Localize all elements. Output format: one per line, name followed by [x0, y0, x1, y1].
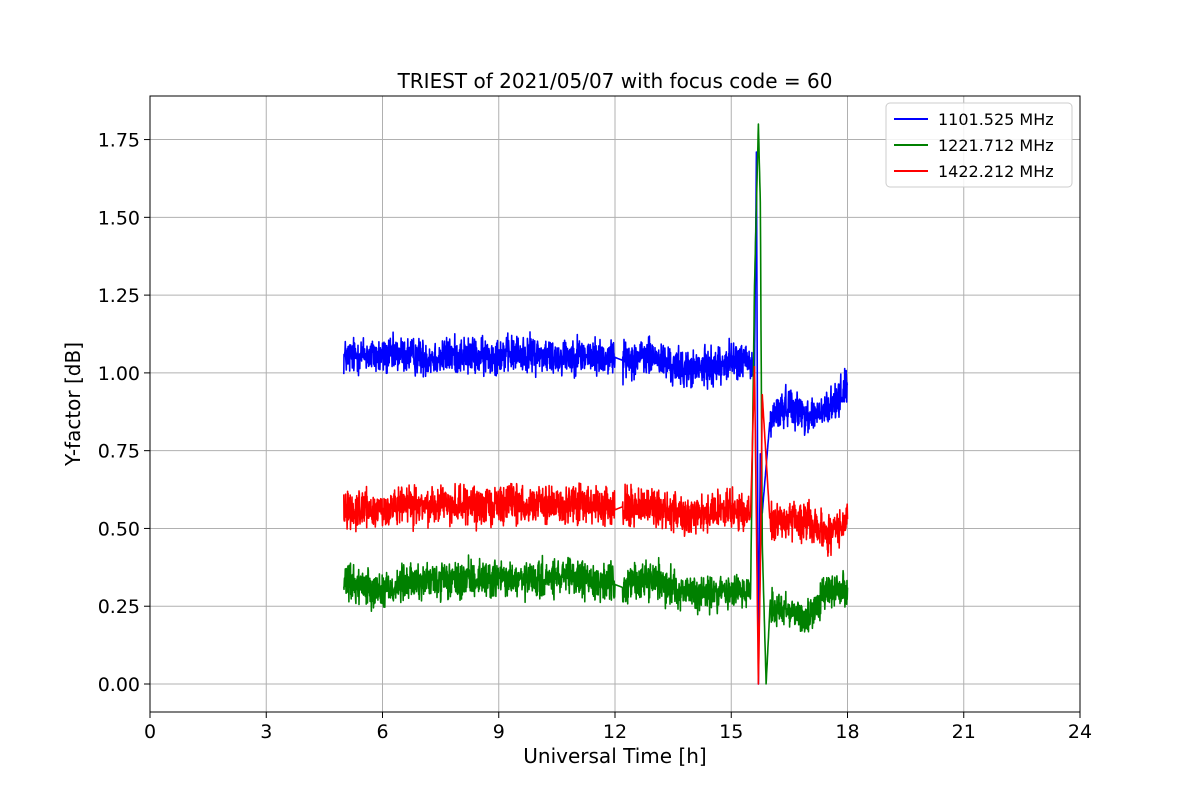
- series-lines: [343, 123, 849, 685]
- y-tick-label: 1.50: [98, 207, 140, 229]
- series-line-1: [343, 151, 849, 685]
- x-tick-label: 24: [1068, 721, 1092, 743]
- x-tick-label: 3: [260, 721, 272, 743]
- x-tick-label: 21: [952, 721, 976, 743]
- y-tick-label: 0.75: [98, 441, 140, 463]
- chart-title: TRIEST of 2021/05/07 with focus code = 6…: [397, 69, 833, 93]
- x-tick-label: 12: [603, 721, 627, 743]
- series-line-2: [343, 123, 849, 685]
- y-tick-label: 1.75: [98, 130, 140, 152]
- legend-label-1: 1101.525 MHz: [938, 110, 1054, 129]
- x-axis: 0 3 6 9 12 15 18 21 24: [144, 712, 1092, 743]
- x-tick-label: 0: [144, 721, 156, 743]
- x-tick-label: 15: [719, 721, 743, 743]
- y-axis: 0.00 0.25 0.50 0.75 1.00 1.25 1.50 1.75: [98, 130, 150, 696]
- x-axis-label: Universal Time [h]: [523, 744, 706, 768]
- x-tick-label: 18: [835, 721, 859, 743]
- legend-label-2: 1221.712 MHz: [938, 136, 1054, 155]
- x-tick-label: 6: [376, 721, 388, 743]
- y-tick-label: 1.25: [98, 285, 140, 307]
- y-tick-label: 0.25: [98, 596, 140, 618]
- legend-box: [885, 102, 1073, 188]
- y-tick-label: 1.00: [98, 363, 140, 385]
- y-axis-label: Y-factor [dB]: [61, 342, 85, 467]
- legend-label-3: 1422.212 MHz: [938, 162, 1054, 181]
- y-tick-label: 0.50: [98, 518, 140, 540]
- legend: 1101.525 MHz 1221.712 MHz 1422.212 MHz: [885, 102, 1073, 188]
- y-tick-label: 0.00: [98, 674, 140, 696]
- series-line-3: [343, 365, 849, 685]
- x-tick-label: 9: [493, 721, 505, 743]
